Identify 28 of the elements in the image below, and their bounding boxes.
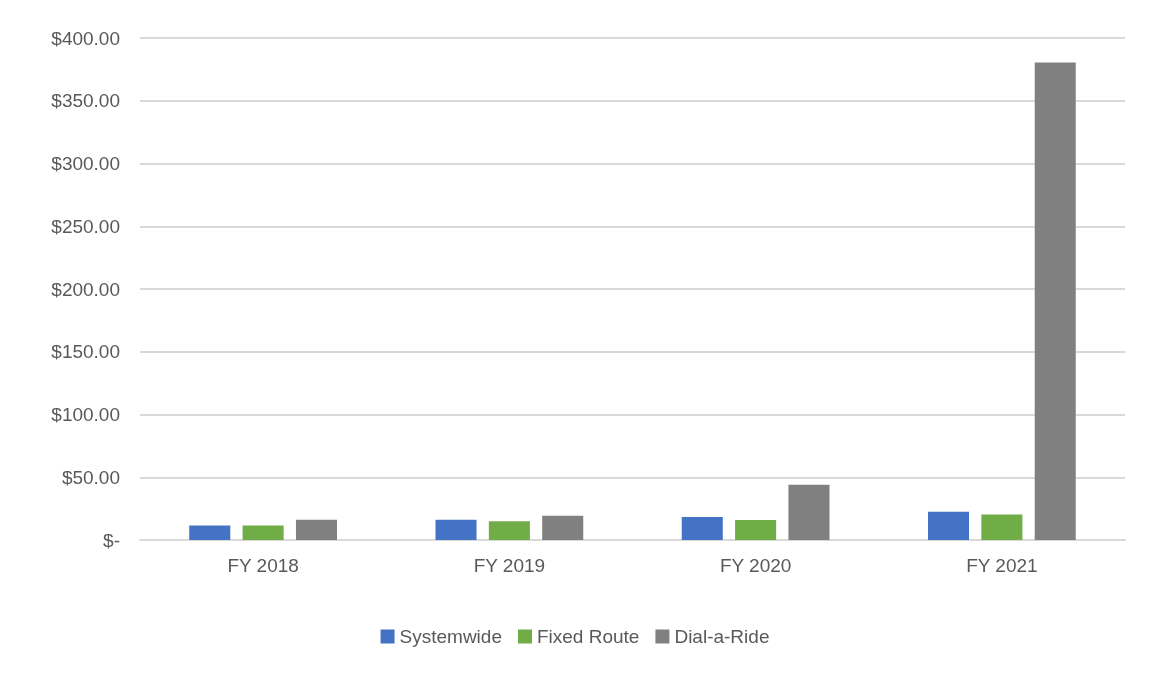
- bar: [488, 521, 530, 540]
- bar: [735, 520, 777, 540]
- y-tick-label: $250.00: [51, 215, 120, 237]
- bar: [1034, 62, 1076, 540]
- legend-label: Fixed Route: [536, 626, 640, 647]
- bar: [928, 511, 970, 540]
- y-tick-label: $50.00: [61, 466, 120, 488]
- x-tick-label: FY 2018: [227, 555, 299, 576]
- bar: [435, 519, 477, 540]
- bar: [542, 515, 584, 540]
- y-tick-label: $300.00: [51, 153, 120, 174]
- bar: [981, 514, 1023, 540]
- y-tick-label: $350.00: [51, 90, 120, 112]
- y-tick-label: $150.00: [51, 341, 120, 363]
- bar: [295, 519, 337, 540]
- bar: [189, 525, 231, 540]
- y-tick-label: $400.00: [51, 27, 120, 49]
- bar: [788, 484, 830, 540]
- legend-label: Systemwide: [399, 626, 502, 647]
- x-tick-label: FY 2019: [473, 555, 546, 576]
- x-tick-label: FY 2021: [966, 555, 1038, 576]
- bar: [242, 525, 284, 540]
- x-tick-label: FY 2020: [719, 555, 792, 576]
- bar: [681, 517, 723, 540]
- y-tick-label: $100.00: [51, 404, 120, 425]
- legend-label: Dial-a-Ride: [674, 626, 770, 647]
- y-tick-label: $-: [103, 529, 120, 551]
- y-tick-label: $200.00: [51, 278, 120, 300]
